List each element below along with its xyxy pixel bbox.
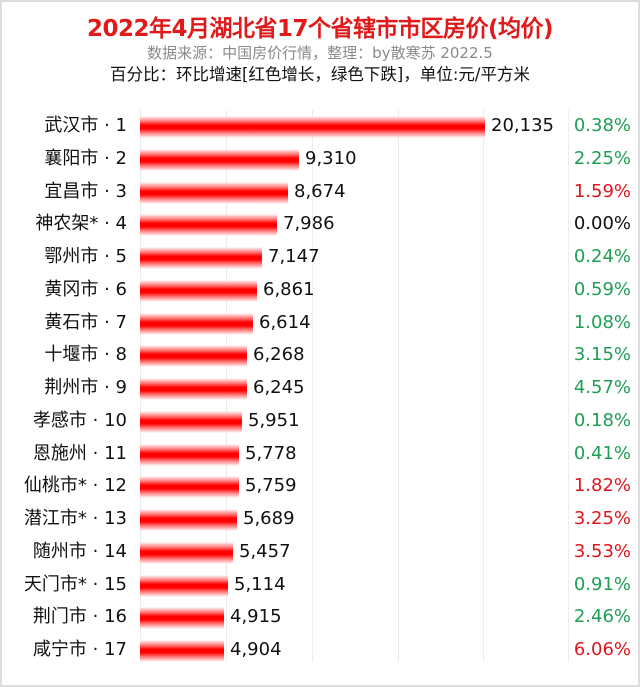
city-label: 潜江市* · 13 (23, 508, 127, 529)
city-label: 孝感市 · 10 (32, 409, 127, 431)
mom-change-percent: 1.82% (573, 475, 631, 497)
city-label: 襄阳市 · 2 (44, 147, 127, 169)
price-bar (140, 607, 224, 630)
city-label: 荆门市 · 16 (32, 606, 127, 628)
mom-change-percent: 2.25% (573, 147, 631, 169)
city-label: 咸宁市 · 17 (32, 639, 127, 660)
price-value: 4,915 (230, 606, 282, 628)
table-row: 黄石市 · 7 6,614 1.08% (0, 307, 640, 339)
price-bar (140, 116, 485, 138)
percent-column-divider (568, 110, 569, 662)
mom-change-percent: 0.41% (573, 442, 631, 464)
table-row: 孝感市 · 10 5,951 0.18% (0, 405, 640, 437)
mom-change-percent: 0.59% (573, 278, 631, 300)
mom-change-percent: 0.00% (573, 213, 631, 235)
city-label: 随州市 · 14 (32, 540, 127, 562)
price-bar (140, 312, 253, 335)
price-value: 7,986 (283, 213, 335, 235)
mom-change-percent: 4.57% (573, 377, 631, 398)
price-value: 9,310 (305, 147, 357, 169)
gridline (483, 110, 484, 662)
table-row: 黄冈市 · 6 6,861 0.59% (0, 274, 640, 306)
mom-change-percent: 0.91% (573, 573, 631, 595)
mom-change-percent: 3.15% (573, 344, 631, 366)
price-bar (140, 541, 233, 564)
price-value: 6,614 (259, 311, 311, 333)
table-row: 仙桃市* · 12 5,759 1.82% (0, 470, 640, 502)
price-bar (140, 181, 288, 204)
gridline (398, 110, 399, 662)
price-bar (140, 509, 237, 531)
mom-change-percent: 3.25% (573, 508, 631, 529)
mom-change-percent: 0.38% (573, 115, 631, 136)
mom-change-percent: 0.24% (573, 246, 631, 267)
price-bar (140, 148, 299, 171)
city-label: 十堰市 · 8 (44, 344, 127, 366)
price-value: 6,245 (253, 377, 305, 398)
table-row: 鄂州市 · 5 7,147 0.24% (0, 241, 640, 273)
price-value: 5,778 (245, 442, 297, 464)
price-value: 5,457 (239, 540, 291, 562)
price-bar (140, 574, 228, 597)
mom-change-percent: 2.46% (573, 606, 631, 628)
city-label: 荆州市 · 9 (44, 377, 127, 398)
price-bar (140, 247, 262, 269)
city-label: 黄冈市 · 6 (44, 278, 127, 300)
city-label: 恩施州 · 11 (32, 442, 127, 464)
mom-change-percent: 1.08% (573, 311, 631, 333)
city-label: 仙桃市* · 12 (23, 475, 127, 497)
city-label: 宜昌市 · 3 (44, 180, 127, 202)
table-row: 随州市 · 14 5,457 3.53% (0, 536, 640, 568)
chart-title: 2022年4月湖北省17个省辖市市区房价(均价) (86, 16, 554, 42)
mom-change-percent: 3.53% (573, 540, 631, 562)
table-row: 天门市* · 15 5,114 0.91% (0, 569, 640, 601)
price-value: 8,674 (294, 180, 346, 202)
table-row: 恩施州 · 11 5,778 0.41% (0, 438, 640, 470)
chart-note: 百分比：环比增速[红色增长，绿色下跌]，单位:元/平方米 (110, 65, 530, 84)
gridline (312, 110, 313, 662)
mom-change-percent: 0.18% (573, 409, 631, 431)
price-value: 5,951 (248, 409, 300, 431)
price-bar (140, 214, 277, 237)
table-row: 十堰市 · 8 6,268 3.15% (0, 339, 640, 371)
table-row: 荆州市 · 9 6,245 4.57% (0, 372, 640, 404)
chart-subtitle: 数据来源：中国房价行情，整理：by散寒苏 2022.5 (147, 44, 493, 62)
table-row: 荆门市 · 16 4,915 2.46% (0, 601, 640, 633)
price-value: 6,861 (263, 278, 315, 300)
mom-change-percent: 1.59% (573, 180, 631, 202)
price-bar (140, 476, 239, 499)
price-value: 5,114 (234, 573, 286, 595)
price-value: 7,147 (268, 246, 320, 267)
city-label: 天门市* · 15 (23, 573, 127, 595)
price-value: 5,759 (245, 475, 297, 497)
table-row: 潜江市* · 13 5,689 3.25% (0, 503, 640, 535)
price-value: 4,904 (230, 639, 282, 660)
city-label: 武汉市 · 1 (44, 115, 127, 136)
mom-change-percent: 6.06% (573, 639, 631, 660)
table-row: 神农架* · 4 7,986 0.00% (0, 208, 640, 240)
table-row: 咸宁市 · 17 4,904 6.06% (0, 634, 640, 666)
price-value: 20,135 (491, 115, 554, 136)
price-bar (140, 345, 247, 368)
price-bar (140, 443, 239, 466)
price-bar (140, 279, 257, 302)
price-bar (140, 640, 224, 662)
table-row: 襄阳市 · 2 9,310 2.25% (0, 143, 640, 175)
table-row: 武汉市 · 1 20,135 0.38% (0, 110, 640, 142)
price-bar (140, 378, 247, 400)
city-label: 神农架* · 4 (35, 213, 127, 235)
city-label: 鄂州市 · 5 (44, 246, 127, 267)
price-value: 5,689 (243, 508, 295, 529)
city-label: 黄石市 · 7 (44, 311, 127, 333)
table-row: 宜昌市 · 3 8,674 1.59% (0, 176, 640, 208)
price-bar (140, 410, 242, 433)
price-value: 6,268 (253, 344, 305, 366)
